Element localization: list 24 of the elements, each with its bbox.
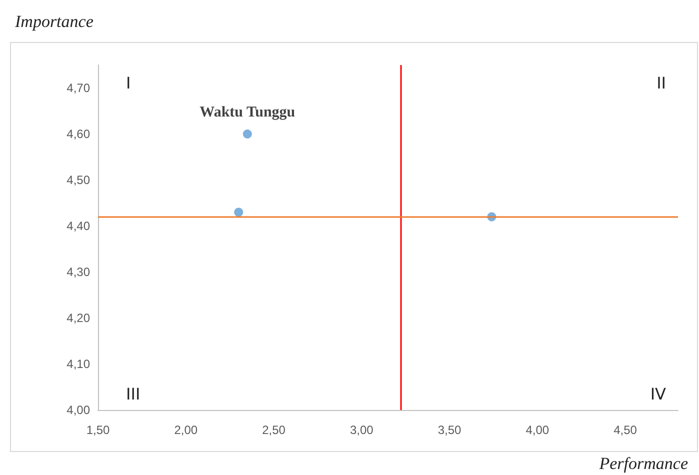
y-tick-label: 4,10 — [66, 357, 90, 371]
x-tick-label: 2,50 — [262, 423, 286, 437]
annotation: III — [126, 384, 140, 404]
y-tick-label: 4,20 — [66, 311, 90, 325]
y-tick-label: 4,40 — [66, 219, 90, 233]
x-tick-label: 3,50 — [438, 423, 462, 437]
annotation: IV — [650, 384, 666, 404]
point — [234, 208, 244, 217]
point — [242, 130, 252, 138]
y-tick-label: 4,00 — [66, 403, 90, 417]
annotation: Waktu Tunggu — [200, 104, 296, 120]
y-tick-label: 4,60 — [66, 127, 90, 141]
annotation: II — [656, 74, 666, 92]
y-tick-label: 4,70 — [66, 81, 90, 95]
x-tick-label: 1,50 — [86, 423, 110, 437]
y-axis-title: Importance — [14, 12, 94, 31]
annotation: I — [126, 74, 131, 92]
x-tick-label: 3,00 — [350, 423, 374, 437]
x-tick-label: 4,50 — [614, 423, 638, 437]
y-tick-label: 4,50 — [66, 173, 90, 187]
y-tick-label: 4,30 — [66, 265, 90, 279]
x-tick-label: 2,00 — [174, 423, 198, 437]
x-tick-label: 4,00 — [526, 423, 550, 437]
x-axis-title: Performance — [598, 454, 688, 473]
